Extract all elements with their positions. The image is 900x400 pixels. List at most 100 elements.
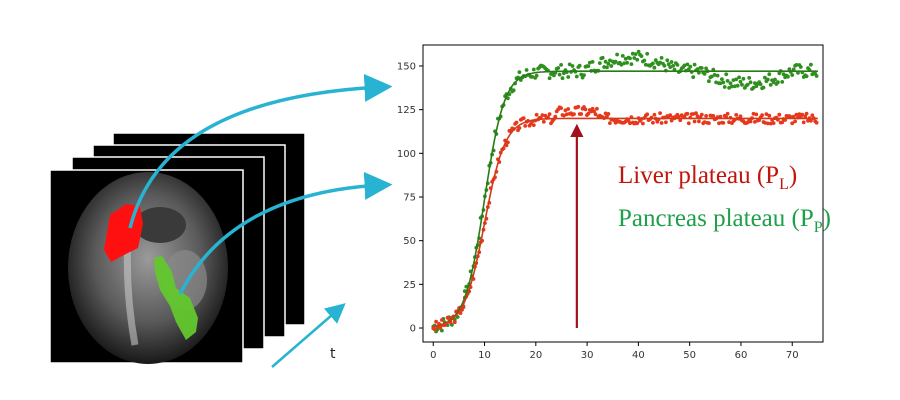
- pancreas-data-point: [741, 76, 746, 81]
- liver-data-point: [659, 121, 664, 125]
- liver-data-point: [771, 121, 776, 125]
- legend-pancreas: Pancreas plateau (PP): [618, 205, 831, 236]
- pancreas-data-point: [798, 65, 803, 69]
- pancreas-data-point: [547, 76, 552, 81]
- pancreas-data-point: [556, 66, 561, 70]
- pancreas-data-point: [603, 59, 608, 64]
- x-tick-label: 20: [529, 350, 542, 361]
- pancreas-data-point: [567, 62, 572, 67]
- liver-curve-arrow: [128, 73, 393, 229]
- pancreas-data-point: [712, 73, 717, 77]
- pancreas-data-point: [786, 74, 790, 79]
- liver-data-point: [738, 114, 743, 119]
- liver-data-point: [734, 113, 739, 117]
- pancreas-data-point: [669, 60, 674, 64]
- pancreas-data-point: [738, 79, 743, 84]
- mri-frame-front: [49, 169, 244, 364]
- liver-data-point: [711, 114, 716, 118]
- liver-data-point: [540, 113, 545, 117]
- pancreas-data-point: [771, 80, 776, 85]
- liver-data-point: [694, 111, 698, 116]
- liver-data-point: [438, 325, 443, 330]
- pancreas-data-point: [735, 83, 740, 88]
- pancreas-data-point: [633, 52, 638, 56]
- liver-data-point: [754, 112, 759, 117]
- pancreas-data-point: [530, 75, 535, 79]
- pancreas-data-point: [517, 70, 522, 74]
- pancreas-data-point: [790, 73, 795, 77]
- liver-data-point: [692, 119, 697, 124]
- liver-data-point: [434, 319, 438, 324]
- fit-curves: [433, 70, 818, 328]
- liver-data-point: [534, 112, 539, 117]
- pancreas-data-point: [773, 77, 777, 82]
- pancreas-data-point: [763, 75, 767, 80]
- liver-data-point: [748, 119, 753, 124]
- liver-data-point: [559, 106, 563, 110]
- pancreas-data-point: [671, 64, 675, 68]
- pancreas-data-point: [691, 75, 696, 79]
- liver-data-point: [517, 126, 522, 130]
- liver-data-point: [514, 120, 519, 125]
- pancreas-data-point: [767, 72, 772, 77]
- x-axis: 0 10 20 30 40 50 60 70: [430, 342, 799, 361]
- liver-data-point: [697, 119, 701, 124]
- x-tick-label: 30: [581, 350, 594, 361]
- liver-data-point: [641, 121, 645, 126]
- pancreas-data-point: [675, 63, 680, 67]
- liver-data-point: [593, 112, 598, 117]
- liver-data-point: [606, 112, 611, 116]
- pancreas-data-point: [751, 85, 756, 90]
- pancreas-data-point: [639, 54, 644, 58]
- pancreas-data-point: [765, 77, 770, 82]
- liver-data-point: [717, 121, 721, 126]
- liver-data-point: [635, 121, 640, 126]
- time-arrow: [271, 303, 346, 368]
- pancreas-data-point: [709, 74, 714, 79]
- pancreas-data-point: [809, 62, 813, 67]
- liver-data-point: [595, 106, 599, 111]
- pancreas-data-point: [814, 74, 819, 78]
- pancreas-data-point: [740, 82, 744, 87]
- liver-data-point: [664, 120, 668, 125]
- liver-data-point: [583, 107, 588, 112]
- pancreas-data-point: [597, 61, 602, 65]
- pancreas-data-point: [619, 62, 624, 67]
- pancreas-data-point: [629, 62, 634, 66]
- pancreas-data-point: [511, 88, 516, 93]
- pancreas-data-point: [688, 64, 693, 69]
- mri-organ-dark: [134, 207, 186, 243]
- pancreas-data-point: [730, 84, 734, 89]
- pancreas-curve-arrow: [178, 171, 393, 295]
- liver-data-point: [541, 119, 546, 124]
- pancreas-data-point: [636, 49, 641, 54]
- pancreas-data-point: [734, 77, 739, 82]
- pancreas-data-point: [625, 60, 629, 65]
- pancreas-data-point: [699, 66, 704, 70]
- liver-data-point: [586, 111, 591, 116]
- liver-data-point: [814, 120, 819, 125]
- liver-data-point: [572, 112, 576, 116]
- liver-data-point: [566, 107, 571, 111]
- x-tick-label: 40: [632, 350, 645, 361]
- pancreas-segmentation: [154, 256, 198, 340]
- pancreas-data-point: [748, 80, 753, 85]
- liver-data-point: [725, 111, 730, 116]
- pancreas-data-point: [622, 61, 627, 66]
- liver-data-point: [718, 114, 723, 119]
- liver-data-point: [564, 112, 569, 117]
- pancreas-data-point: [659, 56, 664, 60]
- liver-data-point: [678, 118, 683, 123]
- pancreas-data-point: [745, 82, 750, 87]
- y-tick-label: 50: [403, 236, 416, 247]
- x-tick-label: 10: [478, 350, 491, 361]
- liver-data-point: [768, 121, 773, 126]
- pancreas-data-point: [534, 73, 539, 78]
- pancreas-data-point: [652, 65, 657, 70]
- pancreas-data-point: [662, 63, 667, 68]
- pancreas-data-point: [559, 63, 563, 67]
- pancreas-data-point: [651, 61, 655, 66]
- pancreas-data-point: [600, 55, 605, 60]
- plot-frame: [422, 44, 824, 343]
